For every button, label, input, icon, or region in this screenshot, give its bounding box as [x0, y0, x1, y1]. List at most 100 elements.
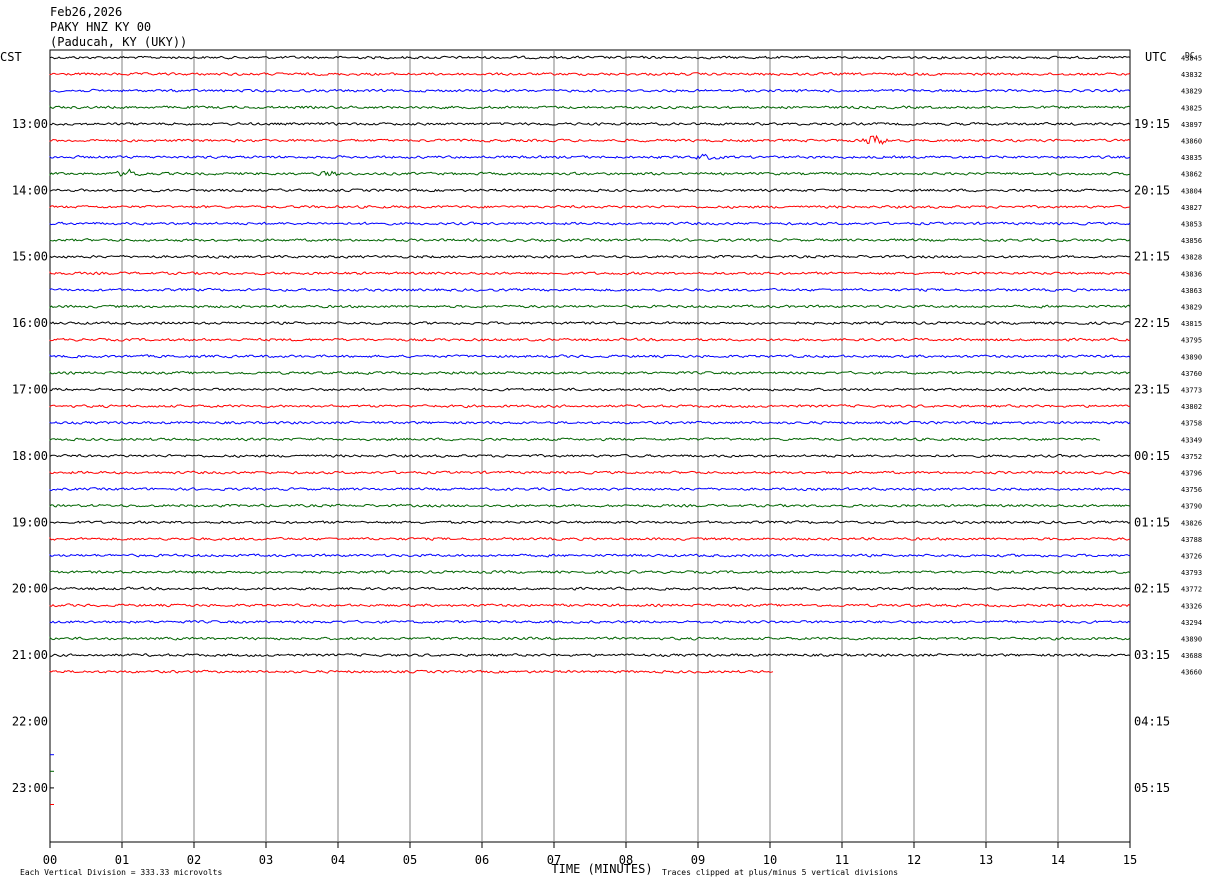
right-hour-label: 20:15: [1134, 183, 1170, 197]
dc-offset-label: 43860: [1181, 138, 1202, 146]
trace-line: [49, 487, 1131, 492]
left-hour-label: 14:00: [12, 183, 48, 197]
trace-line: [49, 121, 1131, 126]
x-tick-label: 10: [763, 853, 777, 867]
right-hour-label: 04:15: [1134, 715, 1170, 729]
trace-line: [49, 321, 1131, 326]
left-axis-label: CST: [0, 50, 22, 64]
left-hour-label: 13:00: [12, 117, 48, 131]
trace-line: [49, 238, 1131, 243]
dc-offset-label: 43349: [1181, 436, 1202, 444]
right-hour-label: 19:15: [1134, 117, 1170, 131]
left-hour-label: 19:00: [12, 515, 48, 529]
dc-offset-label: 43828: [1181, 254, 1202, 262]
x-tick-label: 09: [691, 853, 705, 867]
trace-line: [49, 404, 1131, 409]
dc-offset-label: 43897: [1181, 121, 1202, 129]
trace-line: [49, 271, 1131, 276]
dc-offset-label: 43856: [1181, 237, 1202, 245]
trace-line: [49, 619, 1131, 624]
left-hour-label: 15:00: [12, 250, 48, 264]
x-tick-label: 14: [1051, 853, 1065, 867]
x-tick-label: 01: [115, 853, 129, 867]
left-hour-label: 16:00: [12, 316, 48, 330]
left-hour-label: 23:00: [12, 781, 48, 795]
trace-line: [49, 188, 1131, 193]
left-hour-label: 20:00: [12, 582, 48, 596]
dc-offset-label: 43773: [1181, 387, 1202, 395]
dc-offset-label: 43772: [1181, 586, 1202, 594]
trace-line: [49, 669, 774, 674]
right-hour-label: 21:15: [1134, 250, 1170, 264]
x-tick-label: 11: [835, 853, 849, 867]
right-axis-label: UTC: [1145, 50, 1167, 64]
dc-offset-label: 43294: [1181, 619, 1202, 627]
dc-offset-label: 43890: [1181, 636, 1202, 644]
right-hour-label: 01:15: [1134, 515, 1170, 529]
trace-line: [49, 603, 1131, 608]
dc-offset-label: 43832: [1181, 71, 1202, 79]
left-hour-label: 17:00: [12, 383, 48, 397]
right-hour-label: 02:15: [1134, 582, 1170, 596]
dc-offset-label: 43326: [1181, 602, 1202, 610]
dc-offset-label: 43863: [1181, 287, 1202, 295]
trace-line: [49, 636, 1131, 641]
dc-offset-label: 43845: [1181, 55, 1202, 63]
dc-offset-label: 43853: [1181, 221, 1202, 229]
trace-line: [49, 470, 1131, 475]
dc-offset-label: 43790: [1181, 503, 1202, 511]
x-tick-label: 03: [259, 853, 273, 867]
dc-offset-label: 43890: [1181, 353, 1202, 361]
dc-offset-label: 43796: [1181, 470, 1202, 478]
trace-line: [49, 387, 1131, 392]
left-hour-label: 18:00: [12, 449, 48, 463]
right-hour-label: 03:15: [1134, 648, 1170, 662]
trace-line: [49, 153, 1131, 160]
trace-line: [49, 420, 1131, 425]
trace-line: [49, 653, 1131, 658]
trace-line: [49, 536, 1131, 541]
footer-clip-note: Traces clipped at plus/minus 5 vertical …: [662, 868, 898, 877]
trace-line: [49, 55, 1131, 60]
trace-line: [49, 287, 1131, 292]
dc-offset-label: 43793: [1181, 569, 1202, 577]
trace-line: [49, 254, 1131, 259]
trace-line: [49, 221, 1131, 226]
dc-offset-label: 43829: [1181, 304, 1202, 312]
trace-line: [49, 72, 1131, 77]
dc-offset-label: 43835: [1181, 154, 1202, 162]
x-tick-label: 02: [187, 853, 201, 867]
right-hour-label: 05:15: [1134, 781, 1170, 795]
x-tick-label: 12: [907, 853, 921, 867]
dc-offset-label: 43826: [1181, 519, 1202, 527]
trace-line: [49, 520, 1131, 525]
dc-offset-label: 43688: [1181, 652, 1202, 660]
trace-line: [49, 370, 1131, 375]
trace-line: [49, 570, 1131, 575]
footer-scale: Each Vertical Division = 333.33 microvol…: [20, 868, 222, 877]
header-date: Feb26,2026: [50, 5, 122, 19]
x-tick-label: 04: [331, 853, 345, 867]
plot-frame: [49, 49, 1131, 843]
dc-offset-label: 43756: [1181, 486, 1202, 494]
x-tick-label: 15: [1123, 853, 1137, 867]
dc-offset-label: 43802: [1181, 403, 1202, 411]
footer-xlabel: TIME (MINUTES): [551, 862, 652, 876]
trace-line: [49, 453, 1131, 458]
x-tick-label: 05: [403, 853, 417, 867]
dc-offset-label: 43758: [1181, 420, 1202, 428]
dc-offset-label: 43752: [1181, 453, 1202, 461]
dc-offset-label: 43660: [1181, 669, 1202, 677]
trace-line: [49, 304, 1131, 309]
dc-label: DC: [1185, 51, 1195, 60]
dc-offset-label: 43804: [1181, 187, 1202, 195]
trace-line: [49, 503, 1131, 508]
dc-offset-label: 43825: [1181, 104, 1202, 112]
right-hour-label: 23:15: [1134, 383, 1170, 397]
dc-offset-label: 43827: [1181, 204, 1202, 212]
trace-line: [49, 553, 1131, 558]
trace-line: [49, 134, 1131, 145]
header-location: (Paducah, KY (UKY)): [50, 35, 187, 49]
trace-line: [49, 337, 1131, 342]
